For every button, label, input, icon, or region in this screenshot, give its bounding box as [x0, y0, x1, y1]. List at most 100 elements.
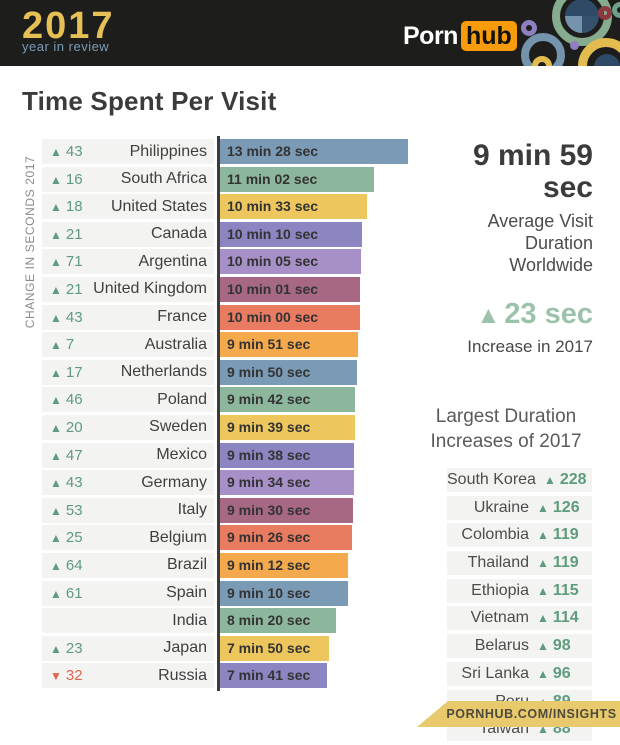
chart-row-label-strip: ▲ 43 France	[42, 304, 214, 330]
increase-list-item: Ethiopia ▲ 115	[447, 578, 592, 603]
increase-seconds-value: ▲ 228	[543, 471, 587, 488]
increase-seconds-value: ▲ 126	[537, 498, 580, 516]
chart-row-label-strip: ▼ 32 Russia	[42, 663, 214, 689]
chart-row-label-strip: ▲ 43 Germany	[42, 470, 214, 496]
circle-steel-ring-icon	[521, 33, 565, 66]
chart-row: ▲ 16 South Africa 11 min 02 sec	[0, 166, 420, 192]
circle-green-ring-icon	[552, 0, 612, 46]
country-label: United Kingdom	[93, 280, 207, 298]
circle-quartered-icon	[565, 0, 599, 33]
increase-value: ▲ 23 sec	[476, 298, 593, 330]
country-label: Netherlands	[120, 363, 207, 381]
change-seconds-value: ▲ 43	[50, 308, 83, 326]
increase-list-item: Sri Lanka ▲ 96	[447, 661, 592, 686]
change-seconds-value: ▲ 16	[50, 170, 83, 188]
duration-bar: 9 min 39 sec	[220, 414, 355, 440]
up-triangle-icon: ▲	[537, 639, 549, 654]
country-label: Canada	[150, 225, 207, 243]
page-title: Time Spent Per Visit	[22, 86, 277, 116]
increase-country-label: Thailand	[467, 554, 529, 572]
up-triangle-icon: ▲	[50, 586, 62, 601]
chart-row: ▲ 17 Netherlands 9 min 50 sec	[0, 359, 420, 385]
country-label: Argentina	[138, 252, 208, 270]
increase-list-item: Vietnam ▲ 114	[447, 606, 592, 631]
largest-increases-heading: Largest Duration Increases of 2017	[430, 406, 582, 452]
up-triangle-icon: ▲	[537, 611, 549, 626]
chart-row-label-strip: ▲ 21 United Kingdom	[42, 276, 214, 302]
footer-banner: PORNHUB.COM/INSIGHTS	[417, 701, 620, 727]
up-triangle-icon: ▲	[537, 556, 549, 571]
duration-bar: 9 min 38 sec	[220, 442, 355, 468]
up-triangle-icon: ▲	[50, 420, 62, 435]
chart-row-label-strip: ▲ 53 Italy	[42, 497, 214, 523]
country-label: Mexico	[156, 446, 207, 464]
circle-maroon-dot-icon	[598, 6, 612, 20]
pornhub-logo-hub-text: hub	[460, 21, 517, 51]
up-triangle-icon: ▲	[50, 503, 62, 518]
chart-row: ▲ 20 Sweden 9 min 39 sec	[0, 414, 420, 440]
logo-subtitle-text: year in review	[22, 39, 110, 54]
country-label: Spain	[166, 584, 207, 601]
chart-row: ▲ 21 United Kingdom 10 min 01 sec	[0, 276, 420, 302]
change-seconds-value: ▲ 71	[50, 253, 83, 271]
footer-url-text: PORNHUB.COM/INSIGHTS	[446, 707, 617, 721]
duration-bar: 9 min 10 sec	[220, 580, 348, 606]
increase-list-item: Belarus ▲ 98	[447, 634, 592, 659]
change-seconds-value: ▲ 17	[50, 363, 83, 381]
increase-list-item: Colombia ▲ 119	[447, 523, 592, 548]
pornhub-logo-porn-text: Porn	[403, 21, 458, 50]
chart-row: ▲ 7 Australia 9 min 51 sec	[0, 332, 420, 358]
circle-teal-edge-icon	[612, 2, 620, 18]
country-label: France	[157, 308, 207, 326]
country-label: Philippines	[129, 142, 207, 160]
chart-row-label-strip: ▲ 61 Spain	[42, 580, 214, 606]
duration-bar: 8 min 20 sec	[220, 608, 337, 634]
change-seconds-value: ▲ 7	[50, 336, 75, 354]
up-triangle-icon: ▲	[537, 500, 549, 515]
chart-row-label-strip: ▲ 18 United States	[42, 194, 214, 220]
chart-row: ▲ 46 Poland 9 min 42 sec	[0, 387, 420, 413]
chart-row: ▲ 43 Philippines 13 min 28 sec	[0, 139, 420, 164]
circle-purple-small-icon	[521, 20, 537, 36]
header-banner: 2017 year in review Porn hub	[0, 0, 620, 66]
up-triangle-icon: ▲	[50, 200, 62, 215]
chart-row: India 8 min 20 sec	[0, 608, 420, 634]
duration-bar: 10 min 33 sec	[220, 194, 368, 220]
duration-bar: 9 min 50 sec	[220, 359, 358, 385]
increase-country-label: Belarus	[474, 637, 529, 655]
duration-bar: 10 min 00 sec	[220, 304, 360, 330]
chart-row-label-strip: ▲ 21 Canada	[42, 221, 214, 247]
circle-gold-large-icon	[578, 38, 620, 66]
duration-bar: 9 min 30 sec	[220, 497, 353, 523]
up-triangle-icon: ▲	[50, 338, 62, 353]
increase-list-item: Thailand ▲ 119	[447, 551, 592, 576]
circle-gold-small-icon	[532, 56, 552, 66]
duration-bar: 13 min 28 sec	[220, 139, 408, 164]
chart-row: ▼ 32 Russia 7 min 41 sec	[0, 663, 420, 689]
chart-row: ▲ 21 Canada 10 min 10 sec	[0, 221, 420, 247]
duration-bar: 9 min 12 sec	[220, 552, 349, 578]
change-seconds-value: ▲ 23	[50, 639, 83, 657]
increase-seconds-value: ▲ 115	[537, 581, 579, 599]
chart-row-label-strip: ▲ 20 Sweden	[42, 414, 214, 440]
chart-row-label-strip: India	[42, 608, 214, 634]
chart-row-label-strip: ▲ 43 Philippines	[42, 139, 214, 164]
chart-row-label-strip: ▲ 7 Australia	[42, 332, 214, 358]
up-triangle-icon: ▲	[476, 302, 501, 329]
country-label: United States	[110, 197, 207, 215]
change-seconds-value: ▲ 64	[50, 556, 83, 574]
chart-row: ▲ 61 Spain 9 min 10 sec	[0, 580, 420, 606]
change-seconds-value: ▲ 43	[50, 474, 83, 492]
chart-row: ▲ 23 Japan 7 min 50 sec	[0, 635, 420, 661]
increase-list-item: Ukraine ▲ 126	[447, 495, 592, 520]
up-triangle-icon: ▲	[50, 310, 62, 325]
up-triangle-icon: ▲	[543, 473, 556, 487]
logo-year-text: 2017	[22, 5, 115, 47]
change-seconds-value: ▲ 43	[50, 143, 83, 160]
chart-row: ▲ 53 Italy 9 min 30 sec	[0, 497, 420, 523]
increase-country-label: Ukraine	[473, 498, 529, 516]
country-label: Sweden	[149, 418, 207, 436]
increase-country-label: Sri Lanka	[461, 664, 529, 682]
change-seconds-value: ▲ 21	[50, 225, 83, 243]
chart-row-label-strip: ▲ 25 Belgium	[42, 525, 214, 551]
